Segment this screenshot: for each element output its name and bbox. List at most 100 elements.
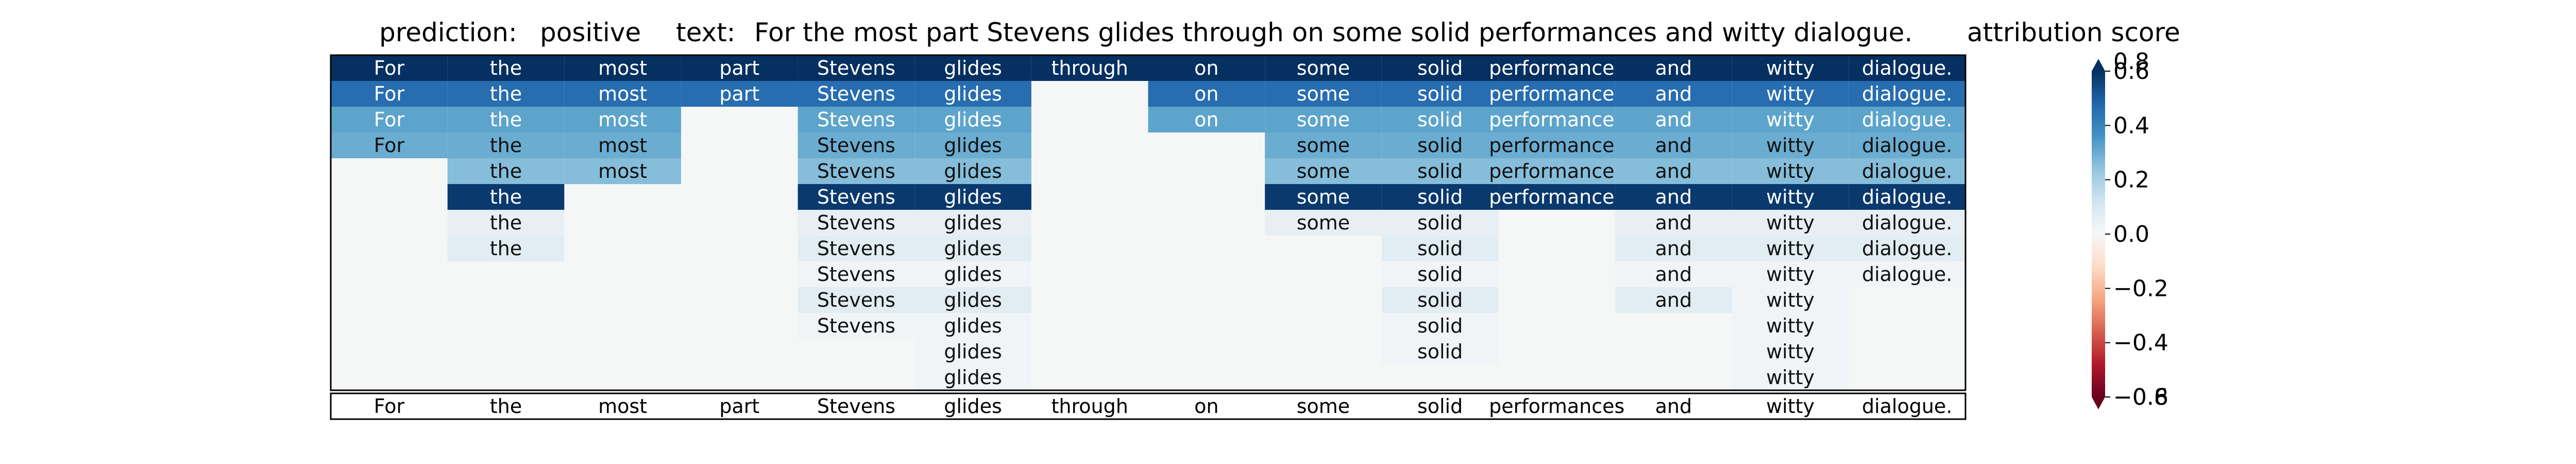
heatmap-cell — [1498, 132, 1616, 158]
heatmap-cell — [1615, 287, 1732, 313]
cell-token-label: performances — [1489, 160, 1624, 183]
cell-token-label: performances — [1489, 134, 1624, 157]
baseline-token: solid — [1417, 395, 1463, 418]
heatmap-cell — [1732, 210, 1849, 236]
attribution-heatmap: For the most part Stevens glides through on some… — [330, 54, 1967, 420]
heatmap-cell — [447, 184, 565, 210]
heatmap-cell — [914, 132, 1031, 158]
heatmap-cell — [1849, 236, 1965, 261]
heatmap-cell — [331, 81, 448, 107]
cell-token-label: solid — [1417, 289, 1463, 311]
cell-token-label: on — [1194, 108, 1218, 131]
cell-token-label: Stevens — [817, 289, 895, 311]
heatmap-cell — [1732, 313, 1849, 339]
heatmap-cell — [1381, 132, 1499, 158]
cell-token-label: Stevens — [817, 263, 895, 286]
heatmap-cell — [1615, 261, 1732, 287]
heatmap-cell — [1498, 81, 1616, 107]
heatmap-cell — [1849, 158, 1965, 184]
colorbar-extend-min-label: −0.8 — [2113, 384, 2168, 410]
heatmap-cell — [1381, 287, 1499, 313]
heatmap-cell — [798, 81, 915, 107]
cell-token-label: through — [1052, 57, 1128, 79]
cell-token-label: glides — [944, 340, 1002, 363]
colorbar: −0.6 −0.4 −0.2 0.0 0.2 0.4 0.6 −0.8 0.8 — [2092, 48, 2168, 410]
cell-token-label: Stevens — [817, 134, 895, 157]
cell-token-label: glides — [944, 314, 1002, 337]
cell-token-label: performances — [1489, 82, 1624, 105]
heatmap-cell — [914, 81, 1031, 107]
heatmap-cell — [1615, 107, 1732, 132]
baseline-token: performances — [1489, 395, 1624, 418]
heatmap-cell — [914, 210, 1031, 236]
heatmap-cell — [798, 55, 915, 81]
heatmap-cell — [798, 210, 915, 236]
cell-token-label: most — [598, 134, 647, 157]
cell-token-label: witty — [1766, 237, 1815, 260]
cell-token-label: witty — [1766, 263, 1815, 286]
heatmap-cell — [1031, 55, 1148, 81]
cell-token-label: dialogue. — [1862, 263, 1952, 286]
heatmap-cell — [1615, 184, 1732, 210]
cell-token-label: some — [1297, 186, 1350, 208]
text-label: text: — [676, 18, 736, 47]
cell-token-label: solid — [1417, 340, 1463, 363]
heatmap-cell — [1265, 55, 1382, 81]
heatmap-cell — [564, 55, 681, 81]
cell-token-label: glides — [944, 57, 1002, 79]
baseline-token: part — [719, 395, 759, 418]
heatmap-cell — [798, 313, 915, 339]
cell-token-label: dialogue. — [1862, 186, 1952, 208]
heatmap-cell — [1849, 107, 1965, 132]
heatmap-cell — [1849, 184, 1965, 210]
heatmap-cell — [564, 132, 681, 158]
cell-token-label: For — [374, 82, 405, 105]
cell-token-label: the — [490, 82, 522, 105]
heatmap-cell — [1732, 55, 1849, 81]
text-value: For the most part Stevens glides through… — [754, 18, 1912, 47]
cell-token-label: solid — [1417, 314, 1463, 337]
cell-token-label: the — [490, 108, 522, 131]
cell-token-label: witty — [1766, 134, 1815, 157]
cell-token-label: glides — [944, 211, 1002, 234]
colorbar-extend-max — [2092, 59, 2105, 71]
cell-token-label: dialogue. — [1862, 108, 1952, 131]
colorbar-title: attribution score — [1967, 18, 2180, 47]
heatmap-cell — [1732, 364, 1849, 390]
heatmap-cell — [564, 158, 681, 184]
baseline-token: on — [1194, 395, 1218, 418]
cell-token-label: on — [1194, 57, 1218, 79]
heatmap-cell — [1732, 132, 1849, 158]
cell-token-label: dialogue. — [1862, 211, 1952, 234]
cell-token-label: most — [598, 160, 647, 183]
heatmap-cell — [1732, 107, 1849, 132]
cell-token-label: solid — [1417, 134, 1463, 157]
cell-token-label: performances — [1489, 186, 1624, 208]
heatmap-cell — [1381, 184, 1499, 210]
cell-token-label: witty — [1766, 314, 1815, 337]
cell-token-label: the — [490, 186, 522, 208]
heatmap-cell — [914, 55, 1031, 81]
heatmap-cell — [914, 261, 1031, 287]
heatmap-cell — [1732, 81, 1849, 107]
cell-token-label: For — [374, 108, 405, 131]
heatmap-cell — [1381, 210, 1499, 236]
heatmap-cell — [914, 339, 1031, 364]
baseline-token: and — [1655, 395, 1692, 418]
cell-token-label: performances — [1489, 57, 1624, 79]
cell-token-label: the — [490, 160, 522, 183]
cell-token-label: and — [1655, 108, 1692, 131]
baseline-token: most — [598, 395, 647, 418]
heatmap-cell — [564, 81, 681, 107]
colorbar-tick-label: −0.2 — [2113, 275, 2168, 302]
heatmap-cell — [681, 81, 798, 107]
colorbar-tick-label: 0.4 — [2113, 112, 2149, 139]
cell-token-label: glides — [944, 366, 1002, 389]
cell-token-label: Stevens — [817, 237, 895, 260]
heatmap-cell — [914, 184, 1031, 210]
heatmap-cell — [798, 287, 915, 313]
cell-token-label: witty — [1766, 186, 1815, 208]
cell-token-label: part — [719, 82, 759, 105]
heatmap-cell — [1381, 158, 1499, 184]
